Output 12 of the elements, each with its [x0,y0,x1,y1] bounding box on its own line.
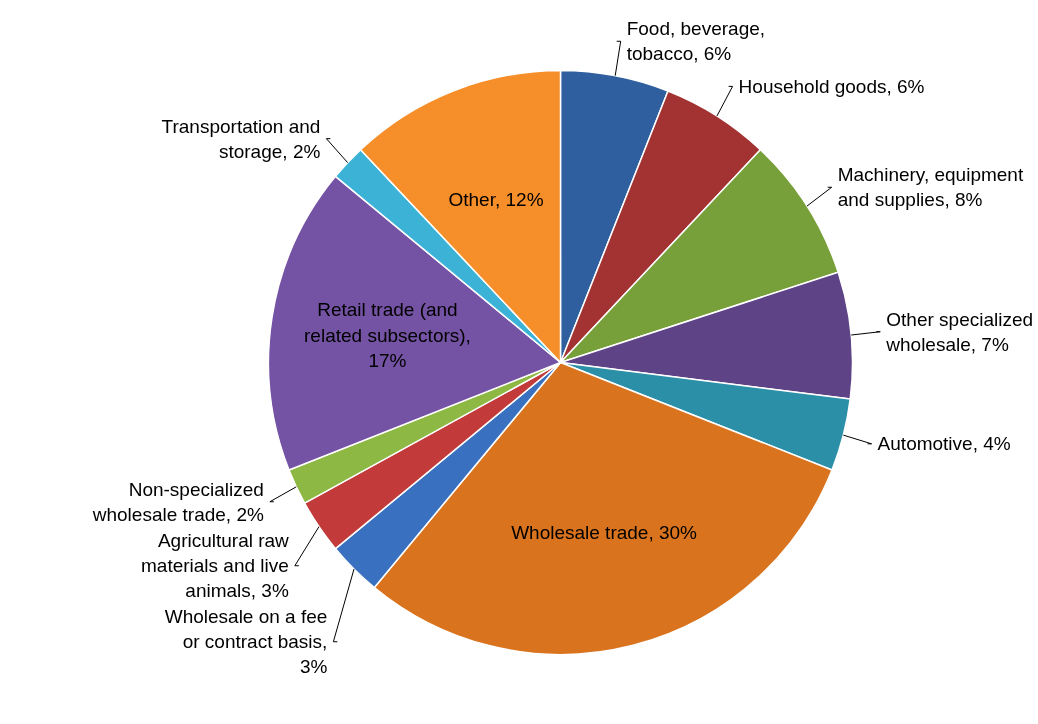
slice-label: Transportation and storage, 2% [161,115,321,162]
slice-label: Non-specialized wholesale trade, 2% [91,478,264,525]
slice-label: Food, beverage, tobacco, 6% [626,18,766,65]
slice-label: Wholesale on a fee or contract basis, 3% [164,606,328,678]
slice-label: Automotive, 4% [877,433,1011,455]
slice-label: Household goods, 6% [738,75,925,97]
slice-label: Other, 12% [448,189,544,211]
slice-label: Agricultural raw materials and live animals, 3% [141,530,290,602]
slice-label: Other specialized wholesale, 7% [885,308,1034,355]
slice-label: Wholesale trade, 30% [511,521,698,543]
slice-label: Retail trade (and related subsectors), 17% [304,299,471,371]
slice-label: Machinery, equipment and supplies, 8% [837,164,1024,211]
